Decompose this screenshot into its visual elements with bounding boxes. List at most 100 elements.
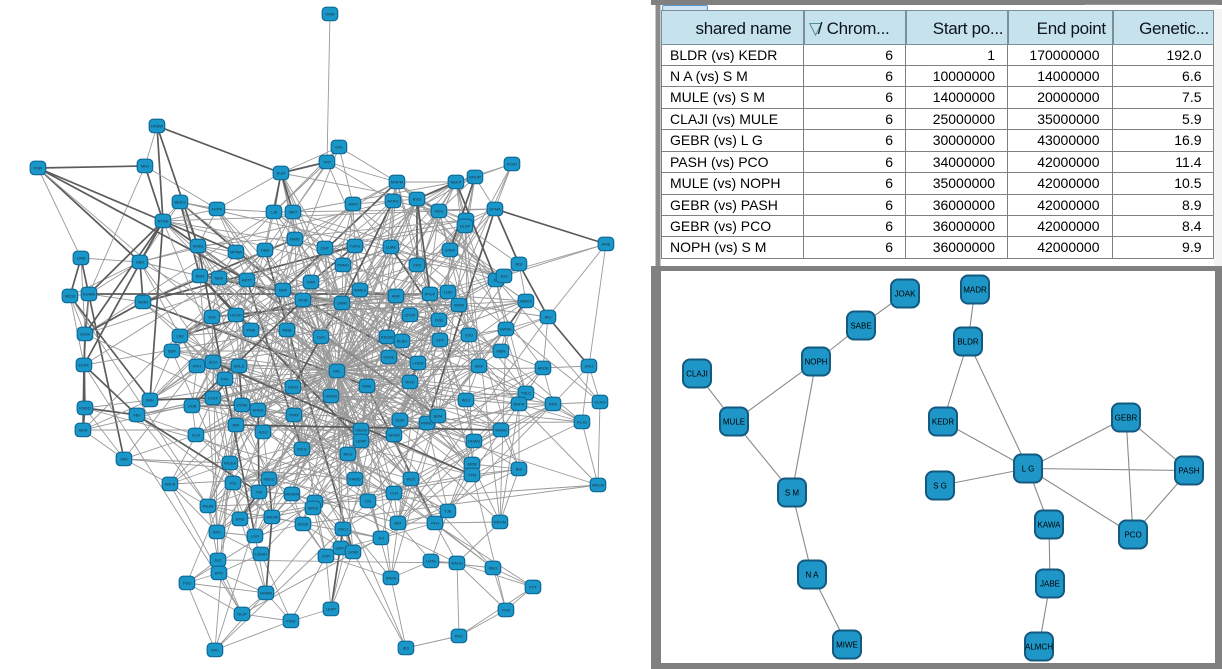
svg-text:KEDR: KEDR [932,417,954,426]
svg-text:IWC: IWC [211,648,219,653]
svg-text:MPNW: MPNW [230,250,243,255]
svg-text:KSUU: KSUU [383,355,394,360]
svg-text:L G: L G [1022,464,1035,473]
svg-text:NEKP: NEKP [451,180,462,185]
svg-text:MIWE: MIWE [836,640,858,649]
svg-text:BAT: BAT [394,521,402,526]
svg-text:GKDN: GKDN [325,394,337,399]
svg-text:KPO: KPO [215,571,223,576]
svg-text:MDSI: MDSI [65,294,75,299]
svg-text:AKRG: AKRG [387,199,398,204]
svg-text:MOWM: MOWM [285,492,299,497]
svg-text:SKSW: SKSW [388,433,400,438]
svg-text:MULE: MULE [723,417,745,426]
svg-text:ALMCH: ALMCH [1025,642,1053,651]
svg-text:KAMD: KAMD [349,477,361,482]
svg-text:EDM: EDM [396,418,405,423]
svg-text:EKU: EKU [585,364,593,369]
svg-text:DIUG: DIUG [288,385,298,390]
svg-text:SOW: SOW [348,550,358,555]
svg-text:EGWA: EGWA [83,292,95,297]
svg-text:JABE: JABE [1040,579,1060,588]
svg-text:EUN: EUN [277,171,286,176]
svg-text:HEG: HEG [435,209,444,214]
svg-text:AME: AME [602,242,611,247]
svg-text:PASH: PASH [1178,466,1199,475]
svg-text:JOAK: JOAK [895,289,917,298]
svg-text:WUJ: WUJ [462,398,471,403]
svg-text:LGN: LGN [251,534,259,539]
svg-text:DLSP: DLSP [460,224,471,229]
svg-text:BLDR: BLDR [957,337,979,346]
svg-text:GUGI: GUGI [80,332,90,337]
svg-text:IMK: IMK [232,423,239,428]
svg-text:ARW: ARW [467,462,476,467]
svg-text:TTM: TTM [468,473,476,478]
svg-text:WEJW: WEJW [266,515,278,520]
svg-text:SSCJ: SSCJ [338,527,348,532]
svg-text:LUAE: LUAE [386,245,397,250]
svg-text:SWAD: SWAD [495,428,507,433]
svg-text:LEKP: LEKP [326,607,337,612]
svg-text:GTP: GTP [322,554,331,559]
svg-text:NOPH: NOPH [804,357,827,366]
svg-text:MRJ: MRJ [141,164,149,169]
svg-text:KLO: KLO [192,433,200,438]
svg-text:TPRF: TPRF [289,413,300,418]
svg-text:LJE: LJE [271,210,278,215]
svg-text:WMES: WMES [354,288,367,293]
svg-text:JCI: JCI [378,536,384,541]
svg-text:OHWU: OHWU [468,439,481,444]
svg-text:HKIB: HKIB [298,298,308,303]
svg-text:GDFT: GDFT [336,546,347,551]
svg-text:RSGW: RSGW [381,335,394,340]
svg-text:NDG: NDG [344,452,353,457]
svg-text:BSG: BSG [413,197,421,202]
svg-text:MBN: MBN [497,349,506,354]
svg-text:LWB: LWB [77,256,86,261]
svg-text:KRR: KRR [307,280,316,285]
svg-text:RRCM: RRCM [494,520,506,525]
svg-text:SIEF: SIEF [475,364,484,369]
svg-text:KNFA: KNFA [386,576,397,581]
svg-text:ARLR: ARLR [165,482,176,487]
svg-text:WSM: WSM [454,303,464,308]
svg-text:AKOE: AKOE [537,366,548,371]
svg-text:MNPM: MNPM [391,180,403,185]
svg-text:CIW: CIW [413,263,421,268]
svg-text:KNDD: KNDD [79,406,90,411]
svg-text:FBJ: FBJ [133,413,140,418]
svg-text:TJE: TJE [444,509,451,514]
svg-text:WCEA: WCEA [224,461,236,466]
svg-text:GJO: GJO [465,333,473,338]
svg-text:PGR: PGR [34,166,43,171]
svg-text:WISU: WISU [193,244,204,249]
svg-text:KAWA: KAWA [1038,520,1062,529]
svg-text:JJU: JJU [365,499,372,504]
svg-text:LEWH: LEWH [255,552,267,557]
svg-text:S G: S G [933,481,947,490]
svg-text:OLJP: OLJP [237,612,247,617]
svg-text:PKH: PKH [193,364,201,369]
svg-text:BKM: BKM [434,414,443,419]
svg-text:N A: N A [806,570,820,579]
svg-text:FCBJ: FCBJ [507,162,517,167]
svg-text:NDRI: NDRI [138,300,148,305]
svg-text:HWWL: HWWL [500,327,513,332]
svg-text:TOFU: TOFU [350,244,361,249]
svg-text:ASSE: ASSE [298,522,309,527]
svg-text:TSLC: TSLC [521,391,531,396]
svg-text:CLKF: CLKF [208,396,219,401]
svg-text:GFMA: GFMA [489,207,501,212]
svg-text:WELM: WELM [592,483,604,488]
svg-text:RAHU: RAHU [451,561,462,566]
svg-text:ORUR: ORUR [469,175,481,180]
svg-text:RFN: RFN [549,402,557,407]
svg-text:MNKS: MNKS [520,299,532,304]
svg-text:PCO: PCO [1124,530,1141,539]
svg-text:DEB: DEB [261,248,270,253]
svg-text:BGI: BGI [516,262,523,267]
svg-text:AWF: AWF [392,294,401,299]
svg-text:CLHG: CLHG [594,400,605,405]
svg-text:OTRE: OTRE [236,403,247,408]
